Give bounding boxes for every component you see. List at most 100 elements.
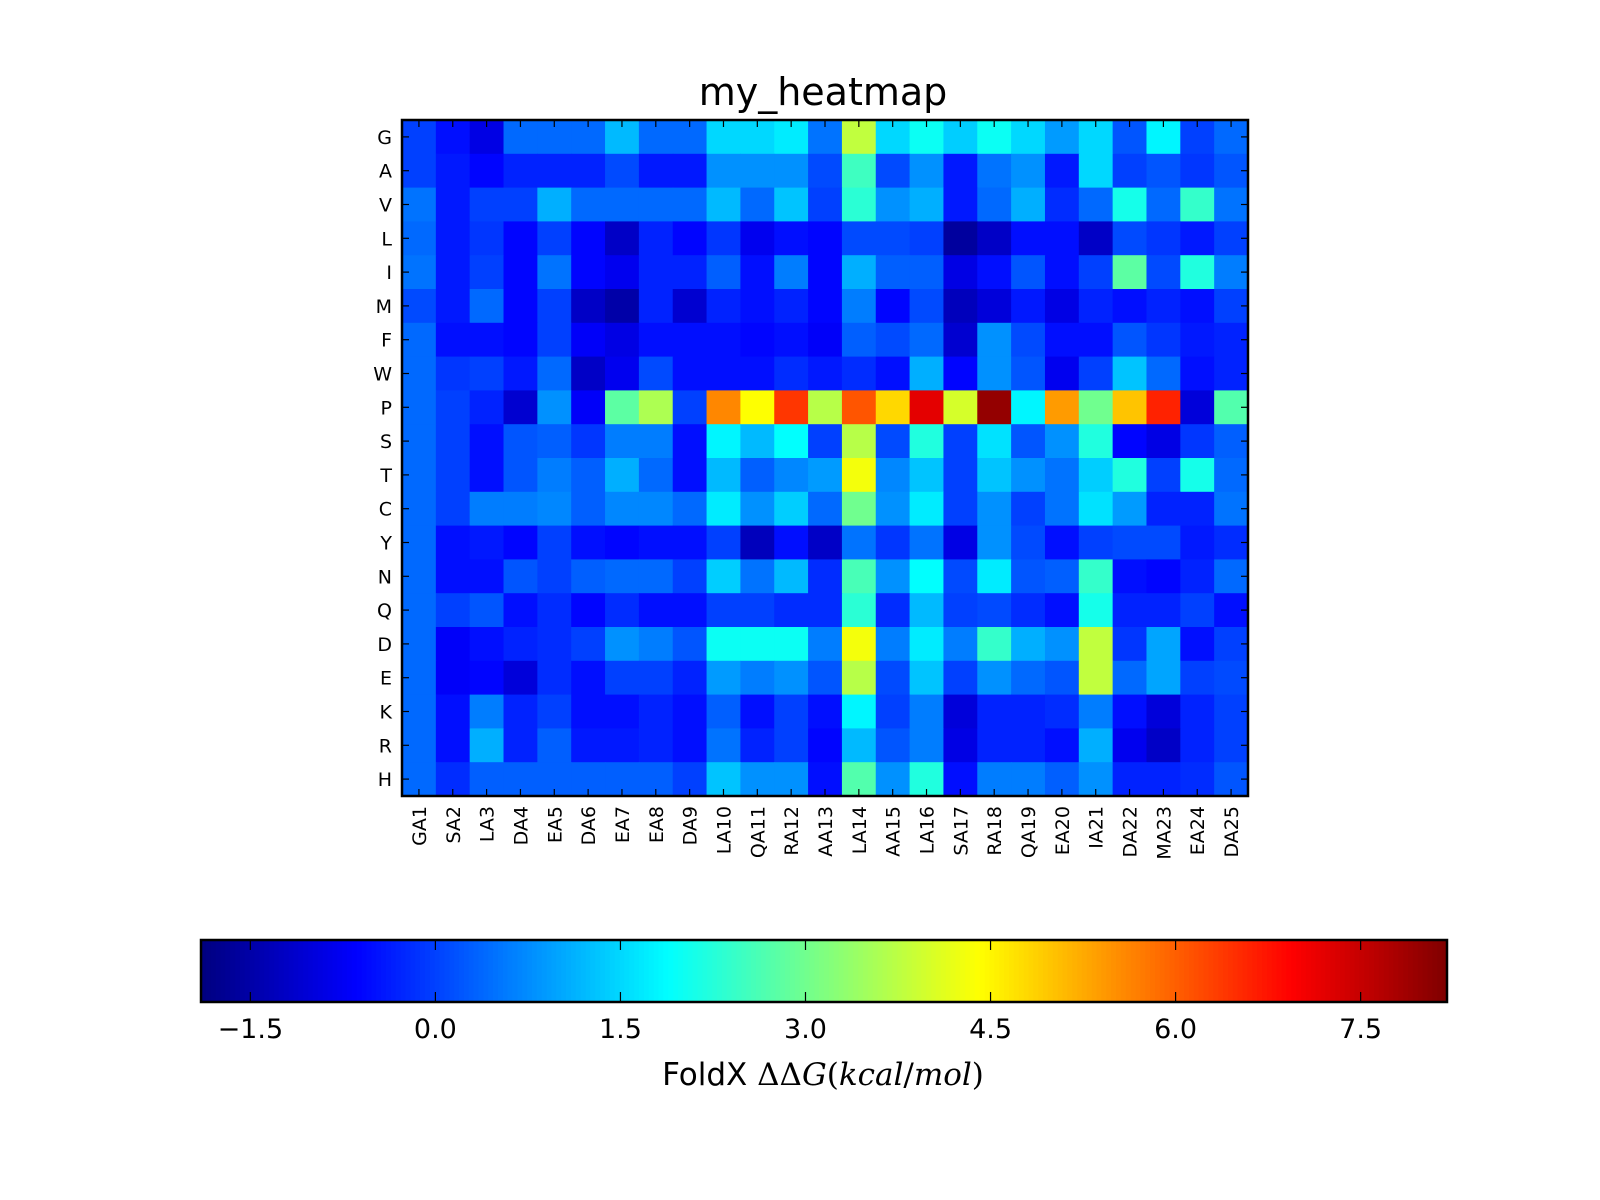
- y-tick-label: C: [379, 499, 392, 521]
- heatmap-cell: [1180, 153, 1215, 189]
- heatmap-cell: [605, 187, 640, 222]
- colorbar-segment: [201, 940, 207, 1002]
- colorbar-segment: [921, 940, 927, 1002]
- colorbar-segment: [337, 940, 343, 1002]
- heatmap-cell: [1044, 491, 1080, 527]
- heatmap-cell: [1011, 289, 1046, 324]
- heatmap-cell: [1112, 458, 1148, 493]
- colorbar-label-prefix: FoldX: [662, 1057, 757, 1093]
- heatmap-cell: [435, 221, 471, 256]
- colorbar-segment: [1364, 940, 1370, 1002]
- colorbar-segment: [639, 940, 645, 1002]
- heatmap-cell: [469, 153, 505, 189]
- heatmap-cell: [875, 593, 911, 628]
- heatmap-cell: [740, 559, 775, 594]
- heatmap-cell: [909, 660, 945, 696]
- heatmap-cell: [774, 255, 809, 290]
- heatmap-cell: [943, 559, 978, 594]
- colorbar-segment: [687, 940, 694, 1002]
- heatmap-cell: [1180, 322, 1215, 358]
- heatmap-cell: [774, 322, 809, 358]
- heatmap-cell: [841, 491, 877, 527]
- colorbar-segment: [1140, 940, 1146, 1002]
- heatmap-cell: [841, 255, 877, 290]
- heatmap-cell: [571, 627, 606, 662]
- colorbar-segment: [1159, 940, 1166, 1002]
- colorbar-segment: [906, 940, 913, 1002]
- heatmap-cell: [435, 559, 471, 594]
- heatmap-cell: [605, 694, 640, 729]
- heatmap-cell: [435, 424, 471, 459]
- heatmap-cell: [503, 660, 538, 696]
- colorbar-segment: [541, 940, 548, 1002]
- y-tick-label: V: [379, 195, 392, 217]
- heatmap-cell: [537, 221, 572, 256]
- colorbar-segment: [264, 940, 270, 1002]
- x-tick-label: QA11: [747, 806, 769, 858]
- colorbar-segment: [1043, 940, 1049, 1002]
- colorbar-segment: [1154, 940, 1161, 1002]
- heatmap-cell: [909, 356, 945, 391]
- heatmap-cell: [774, 525, 809, 560]
- heatmap-cell: [571, 356, 606, 391]
- colorbar-segment: [205, 940, 212, 1002]
- heatmap-cell: [1078, 627, 1114, 662]
- colorbar-segment: [293, 940, 300, 1002]
- colorbar-segment: [580, 940, 587, 1002]
- heatmap-cell: [943, 153, 978, 189]
- colorbar-segment: [1145, 940, 1151, 1002]
- colorbar-segment: [794, 940, 801, 1002]
- colorbar-segment: [1193, 940, 1200, 1002]
- heatmap-cell: [909, 255, 945, 290]
- heatmap-cell: [875, 289, 911, 324]
- heatmap-cell: [1011, 660, 1046, 696]
- heatmap-cell: [943, 187, 978, 222]
- colorbar-segment: [483, 940, 489, 1002]
- heatmap-cell: [875, 694, 911, 729]
- colorbar-segment: [1393, 940, 1400, 1002]
- heatmap-cell: [1146, 424, 1181, 459]
- colorbar-segment: [458, 940, 465, 1002]
- heatmap-cell: [1078, 187, 1114, 222]
- colorbar-segment: [809, 940, 815, 1002]
- heatmap-cell: [841, 593, 877, 628]
- colorbar-segment: [1218, 940, 1224, 1002]
- heatmap-cell: [1112, 593, 1148, 628]
- colorbar-segment: [561, 940, 567, 1002]
- colorbar-segment: [215, 940, 222, 1002]
- colorbar-segment: [376, 940, 382, 1002]
- colorbar-segment: [755, 940, 762, 1002]
- heatmap-cell: [808, 322, 843, 358]
- colorbar-segment: [244, 940, 251, 1002]
- heatmap-cell: [672, 559, 708, 594]
- colorbar-segment: [278, 940, 285, 1002]
- heatmap-cell: [875, 728, 911, 763]
- heatmap-cell: [841, 322, 877, 358]
- colorbar-segment: [726, 940, 733, 1002]
- x-tick-label: MA23: [1153, 806, 1175, 860]
- colorbar-segment: [254, 940, 261, 1002]
- x-tick-label: EA7: [612, 806, 634, 843]
- heatmap-cell: [638, 390, 674, 425]
- colorbar-segment: [488, 940, 494, 1002]
- heatmap-cell: [1112, 187, 1148, 222]
- heatmap-cell: [909, 390, 945, 425]
- colorbar-segment: [853, 940, 859, 1002]
- colorbar-segment: [1359, 940, 1365, 1002]
- heatmap-cell: [571, 593, 606, 628]
- colorbar-segment: [1271, 940, 1278, 1002]
- heatmap-cell: [1011, 525, 1046, 560]
- heatmap-cell: [571, 424, 606, 459]
- heatmap-cell: [1146, 728, 1181, 763]
- colorbar-segment: [750, 940, 757, 1002]
- colorbar-segment: [1354, 940, 1361, 1002]
- heatmap-cell: [740, 593, 775, 628]
- heatmap-cell: [1180, 660, 1215, 696]
- heatmap-cell: [503, 390, 538, 425]
- heatmap-cell: [909, 559, 945, 594]
- colorbar-segment: [994, 940, 1000, 1002]
- colorbar-segment: [473, 940, 480, 1002]
- heatmap-cell: [1078, 593, 1114, 628]
- heatmap-cell: [841, 525, 877, 560]
- heatmap-cell: [571, 458, 606, 493]
